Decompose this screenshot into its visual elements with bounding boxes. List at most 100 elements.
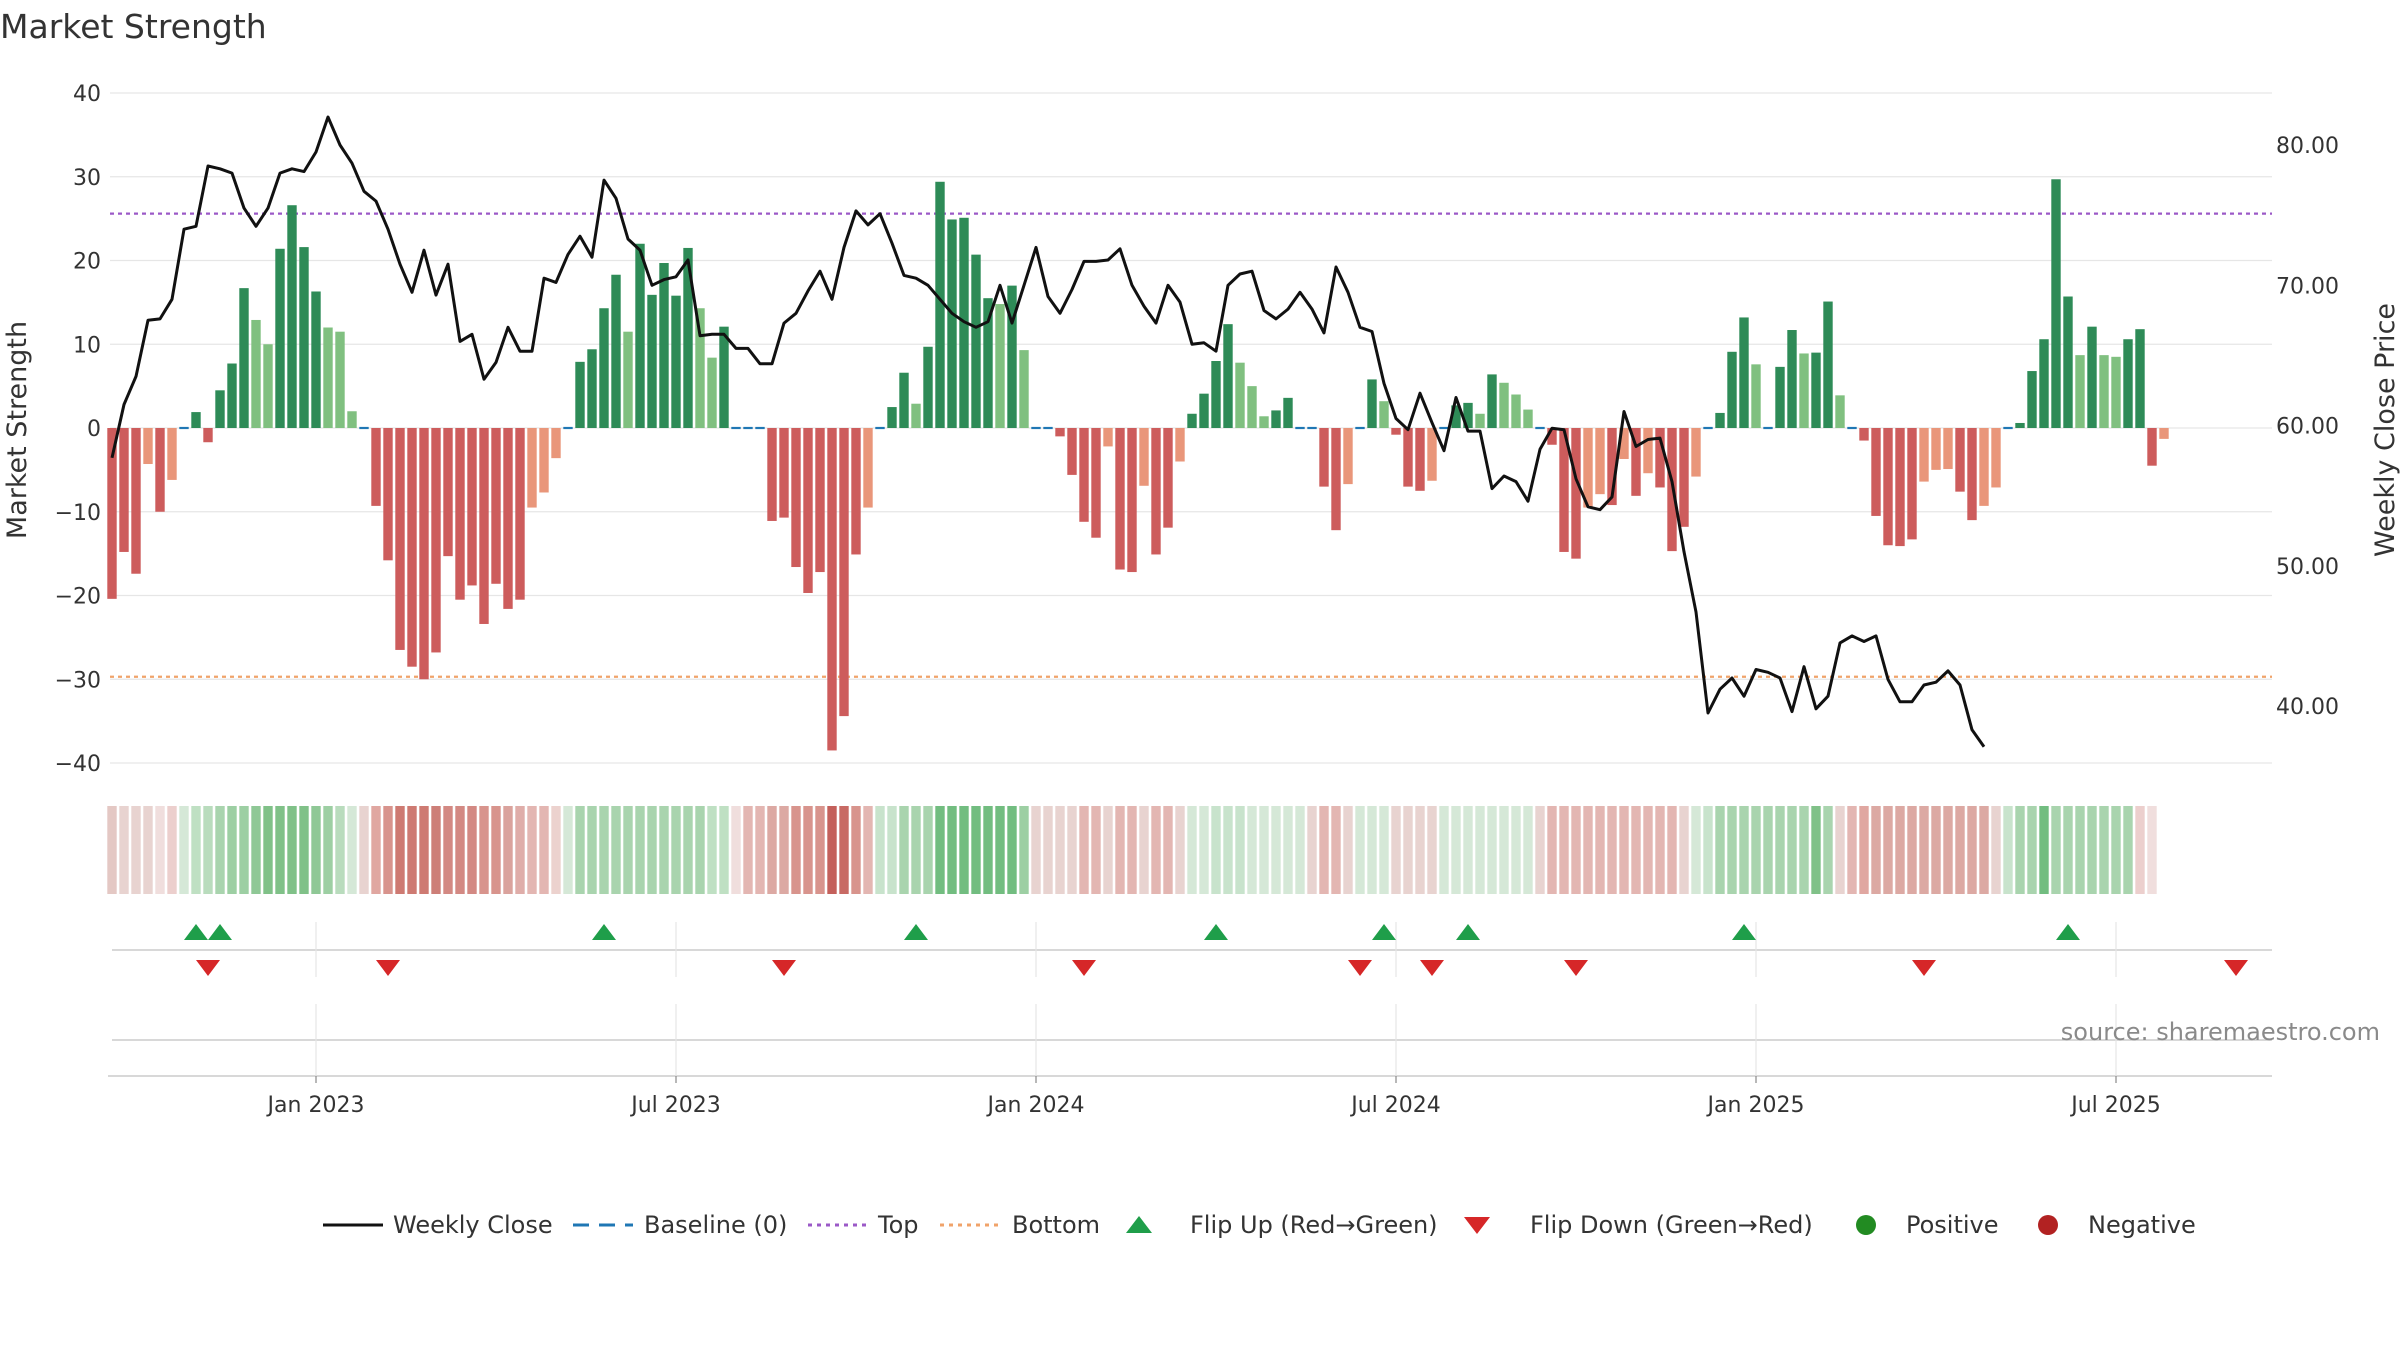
heat-cell [1139,806,1149,894]
right-tick-label: 50.00 [2276,555,2339,580]
strength-bar [1199,393,1209,428]
strength-bar [719,326,729,428]
heat-cell [803,806,813,894]
heat-cell [371,806,381,894]
heat-cell [359,806,369,894]
strength-bar [275,248,285,428]
strength-bar [143,428,153,465]
strength-bar [1595,428,1605,495]
heat-cell [1115,806,1125,894]
heat-cell [983,806,993,894]
strength-bar [335,331,345,428]
legend-flip-down-icon [1464,1217,1490,1234]
heat-cell [1451,806,1461,894]
heat-cell [1403,806,1413,894]
legend-positive-label: Positive [1906,1211,1999,1239]
strength-bar [647,294,657,428]
strength-bar [551,428,561,459]
heat-cell [1703,806,1713,894]
heat-cell [419,806,429,894]
heat-cell [407,806,417,894]
strength-bar [1895,428,1905,547]
strength-bar [539,428,549,493]
strength-bar [491,428,501,584]
strength-bar [1751,364,1761,428]
flip-up-marker [1204,924,1228,940]
strength-bar [527,428,537,508]
heat-cell [1487,806,1497,894]
heat-cell [1439,806,1449,894]
right-axis-ticks: 80.00 70.00 60.00 50.00 40.00 [2276,134,2339,720]
strength-bar [1115,428,1125,570]
strength-bar [1811,352,1821,428]
main-panel: 40 30 20 10 0 −10 −20 −30 −40 80.00 70.00 60.00 50.… [55,82,2339,777]
strength-bar [887,407,897,428]
strength-bar [623,331,633,428]
heat-cell [623,806,633,894]
heat-cell [467,806,477,894]
strength-bar [1691,428,1701,477]
strength-bar [1871,428,1881,516]
strength-bar [2099,355,2109,428]
heat-cell [1559,806,1569,894]
heat-cell [827,806,837,894]
heat-cell [1811,806,1821,894]
flip-down-marker [376,960,400,976]
heat-cell [1679,806,1689,894]
heat-cell [1631,806,1641,894]
legend-negative-label: Negative [2088,1211,2196,1239]
heat-cell [2063,806,2073,894]
strength-bar [1907,428,1917,540]
strength-bar [923,346,933,428]
heat-cell [1535,806,1545,894]
strength-bar [1991,428,2001,488]
strength-bar [1799,353,1809,428]
heat-cell [143,806,153,894]
strength-bar [827,428,837,751]
flip-panel [112,922,2272,977]
strength-bar [1883,428,1893,546]
strength-bar [1403,428,1413,487]
strength-bar [947,219,957,428]
right-tick-label: 70.00 [2276,274,2339,299]
heat-cell [1007,806,1017,894]
heat-cell [1247,806,1257,894]
heat-cell [875,806,885,894]
left-tick-label: −40 [55,752,101,777]
heat-cell [1091,806,1101,894]
heat-cell [431,806,441,894]
strength-bar [1511,394,1521,428]
heat-cell [2099,806,2109,894]
left-tick-label: −30 [55,668,101,693]
heat-cell [503,806,513,894]
heat-cell [2039,806,2049,894]
strength-bar [2111,356,2121,428]
heat-cell [959,806,969,894]
left-tick-label: −20 [55,585,101,610]
strength-bar [1151,428,1161,555]
strength-bar [2039,339,2049,428]
legend-flip-up-label: Flip Up (Red→Green) [1190,1211,1438,1239]
heat-cell [1607,806,1617,894]
source-label: source: sharemaestro.com [2061,1018,2380,1046]
strength-bar [1367,379,1377,428]
strength-bar [575,361,585,428]
heat-cell [335,806,345,894]
strength-bar [1955,428,1965,492]
heat-cell [1043,806,1053,894]
strength-bar [455,428,465,600]
strength-bar [1283,397,1293,428]
strength-bar [2135,329,2145,428]
heat-cell [1943,806,1953,894]
heat-cell [1727,806,1737,894]
strength-bar [1559,428,1569,552]
heat-cell [911,806,921,894]
heat-cell [2087,806,2097,894]
flip-down-marker [196,960,220,976]
heat-cell [131,806,141,894]
heat-cell [1223,806,1233,894]
heat-cell [263,806,273,894]
heat-cell [671,806,681,894]
heat-cell [2027,806,2037,894]
heat-cell [443,806,453,894]
